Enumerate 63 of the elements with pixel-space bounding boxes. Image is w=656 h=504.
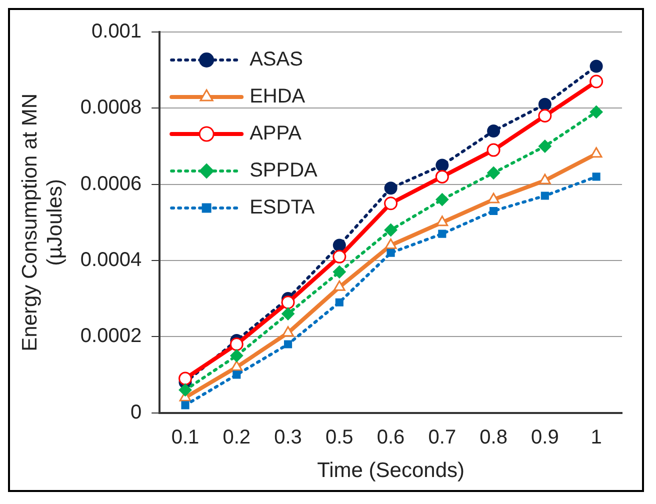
legend-label: APPA (250, 122, 302, 145)
point (332, 250, 346, 264)
point (230, 349, 244, 362)
y-tick-label: 0 (130, 401, 142, 424)
point (232, 370, 241, 379)
point (486, 143, 500, 157)
point (386, 248, 395, 257)
point (490, 206, 498, 216)
legend-label: ASAS (250, 48, 303, 71)
point (230, 360, 243, 371)
x-tick-label: 0.7 (428, 426, 456, 448)
x-tick-label: 1 (590, 426, 602, 448)
point (436, 193, 449, 206)
point (384, 238, 397, 249)
x-tick-label: 0.5 (326, 426, 354, 448)
point (181, 401, 190, 410)
point (538, 109, 552, 123)
point (332, 265, 346, 278)
point (178, 383, 192, 396)
point (281, 296, 295, 310)
y-tick-label: 0.0006 (80, 172, 142, 195)
y-axis-title: Energy Consumption at MN (µJoules) (18, 93, 67, 352)
legend-label: ESDTA (250, 196, 316, 219)
point (592, 172, 600, 181)
point (284, 340, 292, 348)
point (384, 196, 398, 210)
point (333, 280, 346, 291)
x-tick-label: 0.2 (222, 426, 251, 448)
point (436, 216, 448, 226)
y-tick-label: 0.0008 (80, 96, 142, 119)
point (384, 182, 398, 195)
point (538, 174, 551, 184)
x-tick-label: 0.9 (531, 426, 559, 448)
point (487, 124, 500, 138)
point (335, 298, 344, 306)
x-tick-label: 0.3 (274, 426, 302, 448)
point (590, 105, 603, 118)
y-tick-label: 0.0002 (80, 325, 142, 348)
point (230, 338, 244, 352)
point (384, 224, 398, 237)
point (488, 192, 500, 204)
point (590, 74, 604, 88)
point (540, 192, 549, 200)
point (282, 326, 294, 337)
point (178, 372, 192, 386)
y-tick-label: 0.0004 (80, 248, 142, 271)
point (538, 98, 552, 111)
point (590, 147, 602, 158)
x-tick-label: 0.8 (480, 426, 508, 448)
point (332, 238, 346, 252)
x-axis-title: Time (Seconds) (317, 459, 465, 482)
point (282, 307, 295, 320)
legend-label: SPPDA (250, 160, 318, 182)
point (538, 140, 552, 153)
legend-label: EHDA (250, 86, 306, 108)
x-tick-label: 0.6 (376, 426, 405, 448)
x-tick-label: 0.1 (171, 426, 200, 448)
y-tick-label: 0.001 (92, 20, 142, 43)
point (438, 230, 446, 238)
point (590, 60, 603, 73)
point (487, 166, 500, 180)
point (435, 170, 449, 184)
point (436, 158, 449, 172)
